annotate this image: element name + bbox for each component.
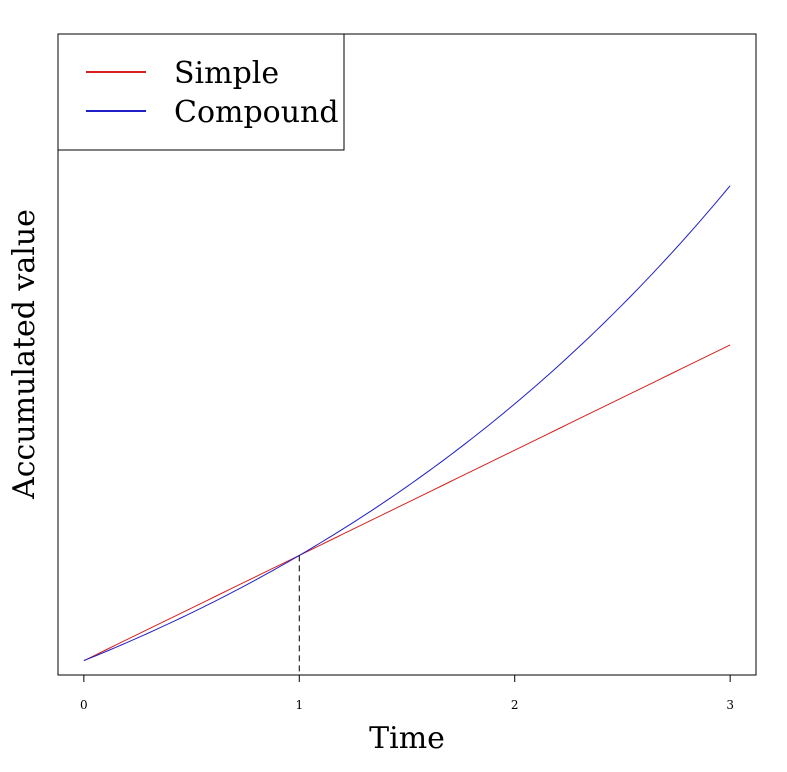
- legend-label-compound: Compound: [174, 95, 339, 130]
- y-axis-title: Accumulated value: [7, 209, 42, 500]
- x-tick-label-2: 2: [511, 698, 519, 712]
- x-tick-label-3: 3: [726, 698, 734, 712]
- legend-box: [57, 33, 345, 151]
- series-line-compound: [83, 185, 731, 662]
- legend-label-simple: Simple: [174, 56, 279, 91]
- legend: Simple Compound: [57, 33, 345, 151]
- series-line-simple: [83, 344, 731, 662]
- x-tick-label-1: 1: [295, 698, 303, 712]
- x-tick-label-0: 0: [80, 698, 88, 712]
- plot-frame: [57, 33, 757, 676]
- x-axis-title: Time: [369, 721, 445, 756]
